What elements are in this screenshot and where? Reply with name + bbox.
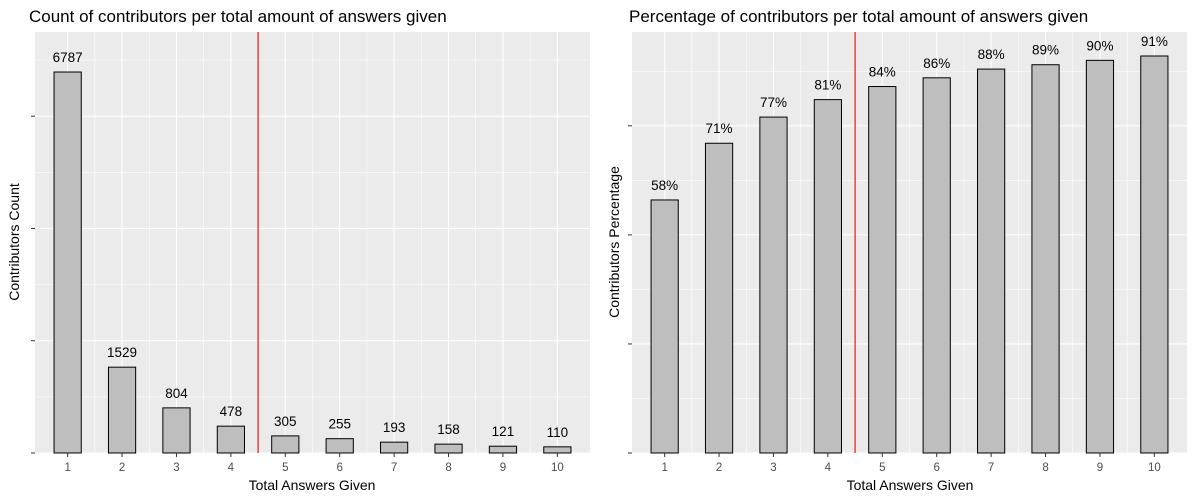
x-tick-label: 10: [551, 462, 564, 474]
data-label: 89%: [1032, 43, 1059, 58]
bar-8: [1031, 64, 1060, 454]
x-tick-label: 9: [1097, 462, 1103, 474]
bar-10: [1140, 55, 1169, 454]
x-tick-label: 7: [988, 462, 994, 474]
bar-1: [650, 199, 679, 454]
bar-6: [922, 77, 951, 454]
data-labels: 58% 71% 77% 81% 84% 86% 88% 89% 90% 91%: [651, 34, 1168, 193]
x-tick-label: 3: [173, 462, 179, 474]
data-label: 84%: [869, 65, 896, 80]
x-axis-title: Total Answers Given: [847, 477, 974, 493]
chart-title: Count of contributors per total amount o…: [29, 7, 447, 26]
bar-7: [380, 441, 409, 454]
data-label: 91%: [1141, 34, 1168, 49]
bar-3: [759, 116, 788, 454]
bar-2: [107, 366, 137, 454]
data-label: 110: [547, 425, 569, 440]
data-label: 193: [383, 420, 406, 435]
data-label: 77%: [760, 95, 787, 110]
chart-title: Percentage of contributors per total amo…: [629, 7, 1088, 26]
bar-3: [162, 407, 191, 454]
data-label: 804: [165, 386, 188, 401]
x-tick-label: 1: [661, 462, 667, 474]
data-label: 86%: [923, 56, 950, 71]
data-label: 81%: [814, 78, 841, 93]
bar-6: [325, 438, 354, 454]
y-axis-title: Contributors Percentage: [606, 166, 622, 318]
bar-5: [271, 435, 300, 454]
y-axis-title: Contributors Count: [6, 183, 22, 301]
data-label: 90%: [1086, 38, 1113, 53]
x-tick-label: 4: [825, 462, 832, 474]
x-tick-label: 5: [282, 462, 288, 474]
data-label: 158: [437, 422, 460, 437]
data-labels: 6787 1529 804 478 305 255 193 158 121 110: [53, 50, 568, 440]
x-tick-label: 9: [500, 462, 506, 474]
x-tick-label: 5: [879, 462, 885, 474]
data-label: 1529: [107, 345, 137, 360]
x-tick-label: 2: [716, 462, 722, 474]
bar-7: [977, 68, 1006, 454]
bar-1: [53, 71, 82, 454]
bar-10: [543, 446, 572, 454]
x-axis-title: Total Answers Given: [249, 477, 376, 493]
x-tick-label: 6: [934, 462, 940, 474]
bar-9: [1085, 59, 1115, 454]
x-tick-label: 4: [228, 462, 235, 474]
axis-ticks: 1 2 3 4 5 6 7 8 9 10: [628, 125, 1161, 474]
bars: [53, 71, 572, 454]
data-label: 121: [492, 424, 515, 439]
data-label: 6787: [53, 50, 83, 65]
data-label: 58%: [651, 178, 678, 193]
percentage-chart: Percentage of contributors per total amo…: [606, 7, 1187, 493]
data-label: 305: [274, 414, 297, 429]
x-tick-label: 8: [445, 462, 451, 474]
x-tick-label: 2: [119, 462, 125, 474]
bars: [650, 55, 1169, 454]
x-tick-label: 3: [770, 462, 776, 474]
x-tick-label: 7: [391, 462, 397, 474]
x-tick-label: 6: [337, 462, 343, 474]
data-label: 478: [220, 404, 243, 419]
data-label: 255: [328, 417, 351, 432]
x-tick-label: 1: [64, 462, 70, 474]
bar-4: [216, 425, 245, 454]
data-label: 71%: [706, 121, 733, 136]
data-label: 88%: [978, 47, 1005, 62]
bar-9: [488, 445, 518, 454]
axis-ticks: 1 2 3 4 5 6 7 8 9 10: [31, 115, 564, 474]
count-chart: Count of contributors per total amount o…: [6, 7, 590, 493]
bar-4: [813, 99, 842, 454]
bar-5: [868, 86, 897, 454]
bar-8: [434, 443, 463, 454]
x-tick-label: 10: [1148, 462, 1161, 474]
bar-2: [704, 142, 734, 454]
x-tick-label: 8: [1042, 462, 1048, 474]
